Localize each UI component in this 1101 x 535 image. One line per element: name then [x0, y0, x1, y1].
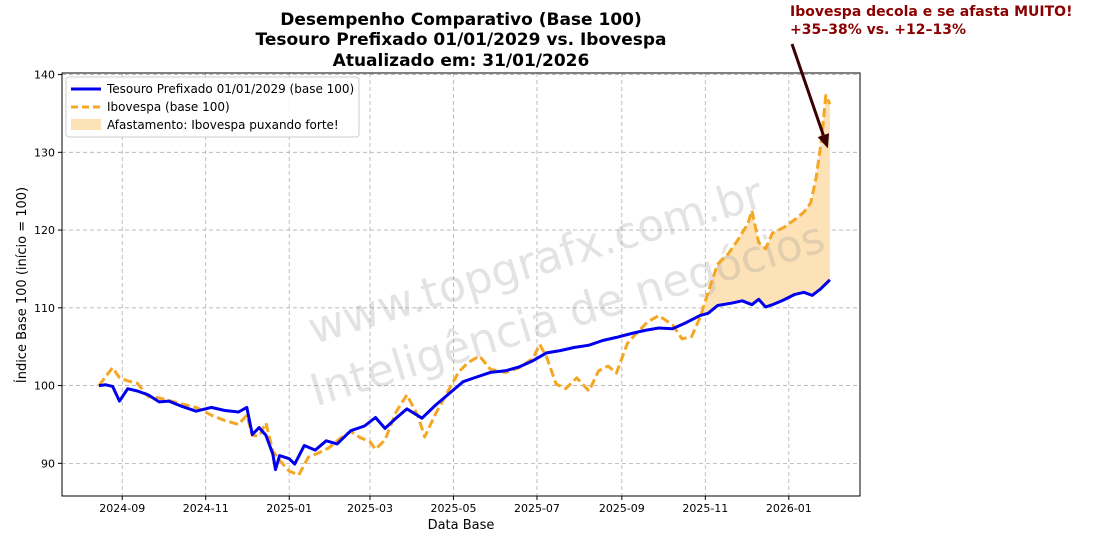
plot-frame [61, 72, 861, 497]
annotation-arrow [790, 43, 830, 149]
x-axis-label: Data Base [428, 518, 495, 533]
fill-between-path [699, 95, 830, 318]
annotation-text-line-1: Ibovespa decola e se afasta MUITO! [790, 4, 1072, 20]
legend-label-tesouro: Tesouro Prefixado 01/01/2029 (base 100) [106, 82, 354, 96]
chart-title-line-3: Atualizado em: 31/01/2026 [333, 51, 590, 71]
fill-between-area [699, 95, 830, 318]
x-tick-label: 2025-07 [514, 502, 560, 515]
x-tick-label: 2024-09 [99, 502, 145, 515]
x-tick-label: 2024-11 [183, 502, 229, 515]
x-tick-label: 2025-01 [266, 502, 312, 515]
y-tick-label: 140 [34, 69, 55, 82]
annotation-arrow-head [817, 133, 830, 149]
y-tick-label: 90 [41, 457, 55, 470]
grid [62, 73, 860, 496]
x-tick-label: 2026-01 [766, 502, 812, 515]
y-axis-label: Índice Base 100 (início = 100) [14, 187, 30, 383]
legend-swatch-fill [71, 119, 101, 130]
series-line-tesouro [98, 278, 831, 472]
annotation-arrow-shaft [790, 43, 825, 136]
legend-label-ibovespa: Ibovespa (base 100) [107, 100, 230, 114]
chart-title-line-1: Desempenho Comparativo (Base 100) [280, 10, 642, 30]
series-lines [97, 94, 832, 477]
legend: Tesouro Prefixado 01/01/2029 (base 100) … [65, 76, 360, 138]
annotation-text-line-2: +35–38% vs. +12–13% [790, 22, 966, 38]
legend-box [65, 76, 360, 138]
x-tick-label: 2025-03 [347, 502, 393, 515]
y-tick-label: 110 [34, 302, 55, 315]
y-tick-label: 130 [34, 146, 55, 159]
x-tick-label: 2025-11 [682, 502, 728, 515]
x-tick-label: 2025-09 [599, 502, 645, 515]
y-tick-label: 100 [34, 380, 55, 393]
y-tick-label: 120 [34, 224, 55, 237]
chart-title-line-2: Tesouro Prefixado 01/01/2029 vs. Ibovesp… [255, 30, 666, 50]
series-line-ibovespa [97, 94, 832, 477]
axis-ticks: 2024-09 2024-11 2025-01 2025-03 2025-05 2025-… [34, 69, 812, 515]
x-tick-label: 2025-05 [430, 502, 476, 515]
legend-label-fill: Afastamento: Ibovespa puxando forte! [107, 118, 339, 132]
